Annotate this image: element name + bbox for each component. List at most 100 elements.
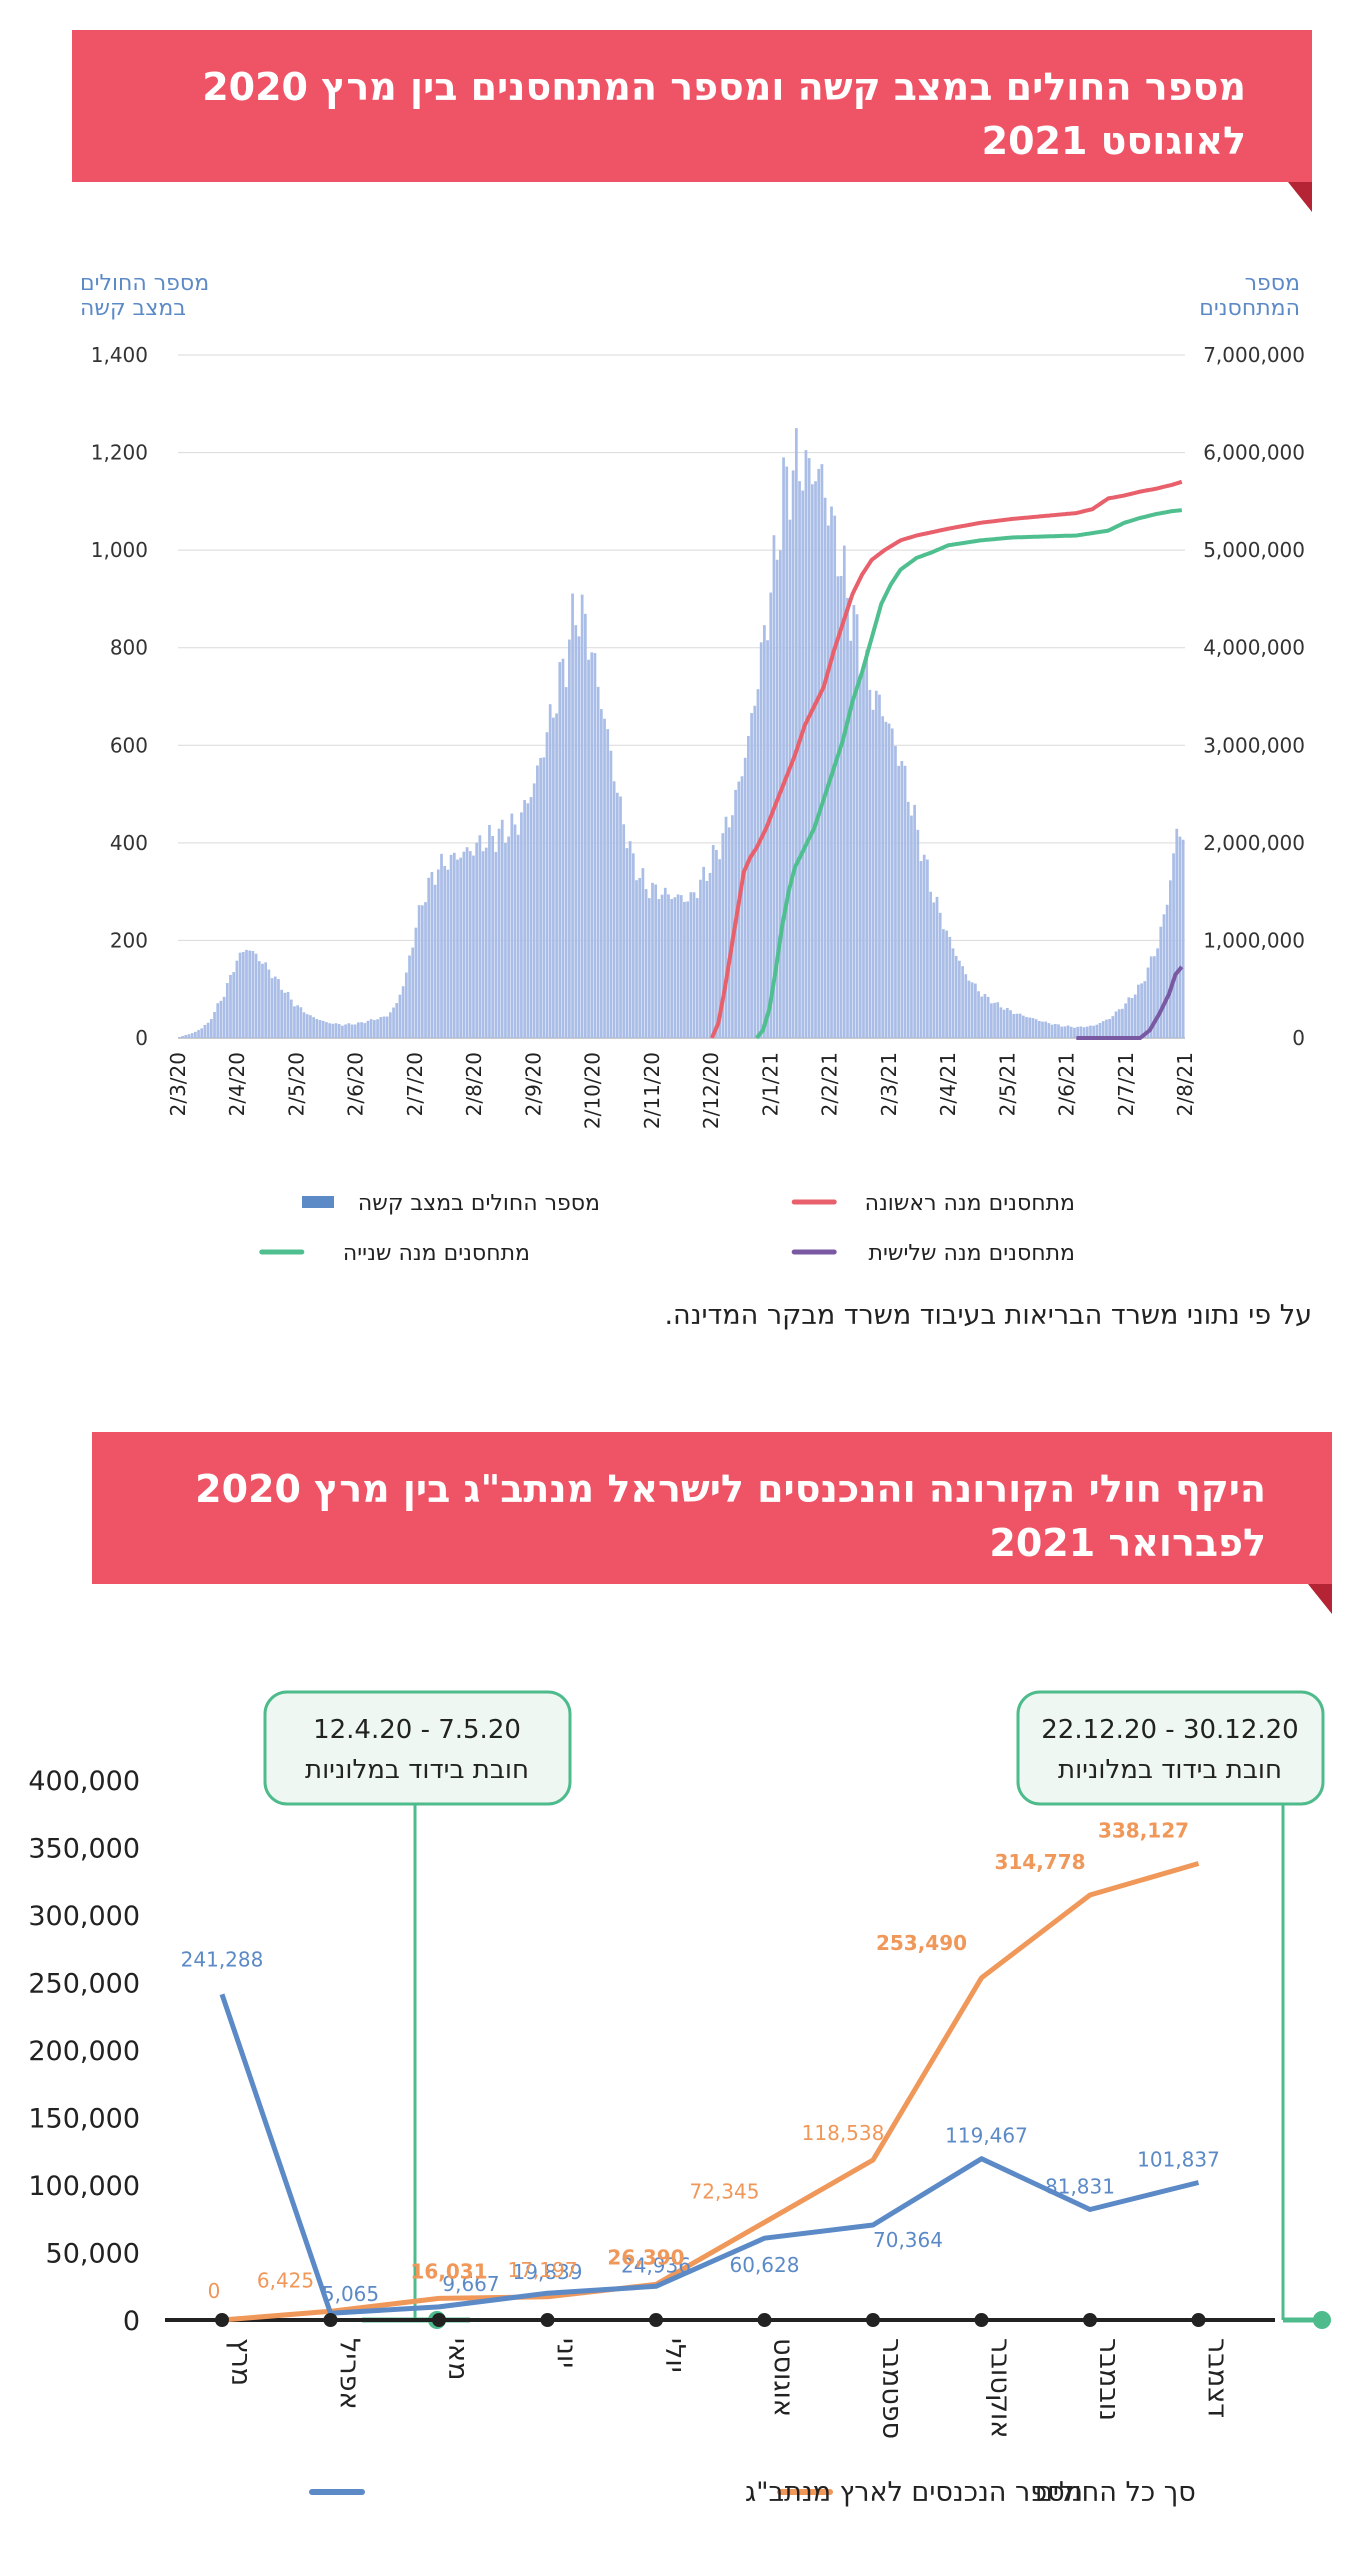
severe-patients-bar: [443, 865, 447, 1038]
annotation-date-range: 22.12.20 - 30.12.20: [1041, 1715, 1298, 1745]
severe-patients-bar: [958, 960, 961, 1038]
severe-patients-bar: [747, 735, 750, 1038]
y-tick-label: 400,000: [28, 1766, 140, 1797]
severe-patients-bar: [874, 690, 878, 1038]
severe-patients-bar: [1178, 836, 1182, 1038]
x-tick-label: 2/7/20: [403, 1052, 427, 1116]
severe-patients-bar: [475, 842, 479, 1038]
severe-patients-bar: [312, 1017, 315, 1038]
severe-patients-bar: [961, 966, 964, 1038]
legend-label: מתחסנים מנה שלישית: [869, 1241, 1075, 1266]
severe-patients-bar: [1111, 1016, 1115, 1038]
severe-patients-bar: [468, 851, 472, 1038]
severe-patients-bar: [452, 852, 456, 1038]
severe-patients-bar: [750, 713, 753, 1038]
chart1-title-banner: מספר החולים במצב קשה ומספר המתחסנים בין …: [72, 30, 1312, 182]
arrivals-data-label: 9,667: [442, 2272, 499, 2296]
right-axis-title-line1: מספר: [1245, 271, 1300, 296]
severe-patients-bar: [935, 896, 939, 1038]
severe-patients-bar: [798, 481, 801, 1038]
severe-patients-bar: [293, 1006, 296, 1038]
severe-patients-bar: [967, 980, 971, 1038]
severe-patients-bar: [894, 745, 897, 1038]
severe-patients-bar: [986, 996, 990, 1038]
arrivals-data-label: 101,837: [1137, 2148, 1220, 2172]
severe-patients-bar: [1009, 1010, 1012, 1038]
severe-patients-bar: [663, 887, 667, 1038]
legend-swatch: [302, 1196, 334, 1208]
severe-patients-bar: [785, 466, 789, 1038]
severe-patients-bar: [277, 979, 280, 1038]
severe-patients-bar: [858, 674, 862, 1038]
quarantine-marker-2: [1313, 2311, 1331, 2329]
patients-data-label: 6,425: [257, 2268, 314, 2292]
severe-patients-bar: [791, 470, 795, 1038]
severe-patients-bar: [954, 955, 958, 1038]
severe-patients-bar: [414, 927, 418, 1038]
severe-patients-bar: [1159, 926, 1163, 1038]
severe-patients-bar: [1108, 1018, 1111, 1038]
x-tick-label: 2/9/20: [521, 1052, 545, 1116]
severe-patients-bar: [667, 894, 670, 1038]
severe-patients-bar: [1034, 1019, 1038, 1038]
right-axis-title-line2: המתחסנים: [1199, 296, 1300, 321]
severe-patients-bar: [564, 687, 568, 1038]
severe-patients-bar: [225, 983, 229, 1038]
severe-patients-bar: [660, 894, 664, 1038]
severe-patients-bar: [305, 1014, 309, 1038]
severe-patients-bar: [910, 815, 913, 1038]
arrivals-data-label: 241,288: [181, 1947, 264, 1971]
severe-patients-bar: [842, 545, 846, 1038]
severe-patients-bar: [427, 877, 431, 1038]
right-tick-label: 0: [1292, 1026, 1305, 1050]
chart2-y-axis: 400,000 350,000 300,000 250,000 200,000 150,0…: [28, 1766, 140, 2337]
month-label: יוני: [551, 2338, 582, 2368]
severe-patients-bar: [248, 950, 252, 1038]
severe-patients-bar: [1127, 997, 1131, 1038]
severe-patients-bar: [683, 901, 686, 1038]
severe-patients-bar: [657, 898, 661, 1038]
severe-patients-bar: [852, 605, 856, 1038]
severe-patients-bar: [1162, 914, 1166, 1038]
severe-patients-bar: [622, 824, 626, 1038]
severe-patients-bar: [251, 950, 255, 1038]
severe-patients-bar: [440, 853, 443, 1038]
severe-patients-bar: [491, 835, 495, 1038]
severe-patients-bar: [1069, 1026, 1073, 1038]
chart2-title: היקף חולי הקורונה והנכנסים לישראל מנתב"ג…: [195, 1467, 1266, 1565]
severe-patients-bar: [644, 889, 648, 1038]
severe-patients-bar: [328, 1023, 331, 1038]
x-tick-label: 2/8/21: [1173, 1052, 1197, 1116]
vaccination-line: [710, 479, 1183, 1039]
severe-patients-bar: [302, 1012, 306, 1038]
severe-patients-bar: [497, 828, 501, 1038]
severe-patients-bar: [1165, 904, 1169, 1038]
severe-patients-bar: [420, 905, 424, 1038]
chart1-source-note: על פי נתוני משרד הבריאות בעיבוד משרד מבק…: [664, 1300, 1312, 1331]
severe-patients-bar: [1005, 1008, 1009, 1038]
severe-patients-bar: [583, 613, 587, 1038]
severe-patients-bar: [788, 519, 792, 1038]
severe-patients-bar: [1025, 1017, 1028, 1038]
severe-patients-bar: [983, 994, 987, 1038]
month-label: מרץ: [225, 2338, 256, 2386]
severe-patients-bar: [580, 594, 584, 1038]
severe-patients-bar: [641, 868, 645, 1038]
severe-patients-bar: [1124, 1003, 1127, 1038]
severe-patients-bar: [881, 716, 885, 1038]
severe-patients-bar: [922, 854, 926, 1038]
severe-patients-bar: [1105, 1019, 1108, 1038]
severe-patients-bar: [472, 855, 475, 1038]
severe-patients-bar: [1015, 1013, 1019, 1038]
left-tick-label: 800: [110, 636, 148, 660]
severe-patients-bar: [520, 812, 523, 1038]
severe-patients-bar: [878, 694, 881, 1038]
severe-patients-bar: [1057, 1024, 1060, 1038]
severe-patients-bar: [625, 848, 629, 1038]
annotation-box: [1016, 1690, 1325, 1806]
severe-patients-bar: [884, 721, 888, 1038]
severe-patients-bar: [890, 728, 894, 1038]
severe-patients-bar: [631, 853, 635, 1038]
severe-patients-bar: [721, 833, 725, 1038]
arrivals-data-label: 119,467: [945, 2124, 1028, 2148]
